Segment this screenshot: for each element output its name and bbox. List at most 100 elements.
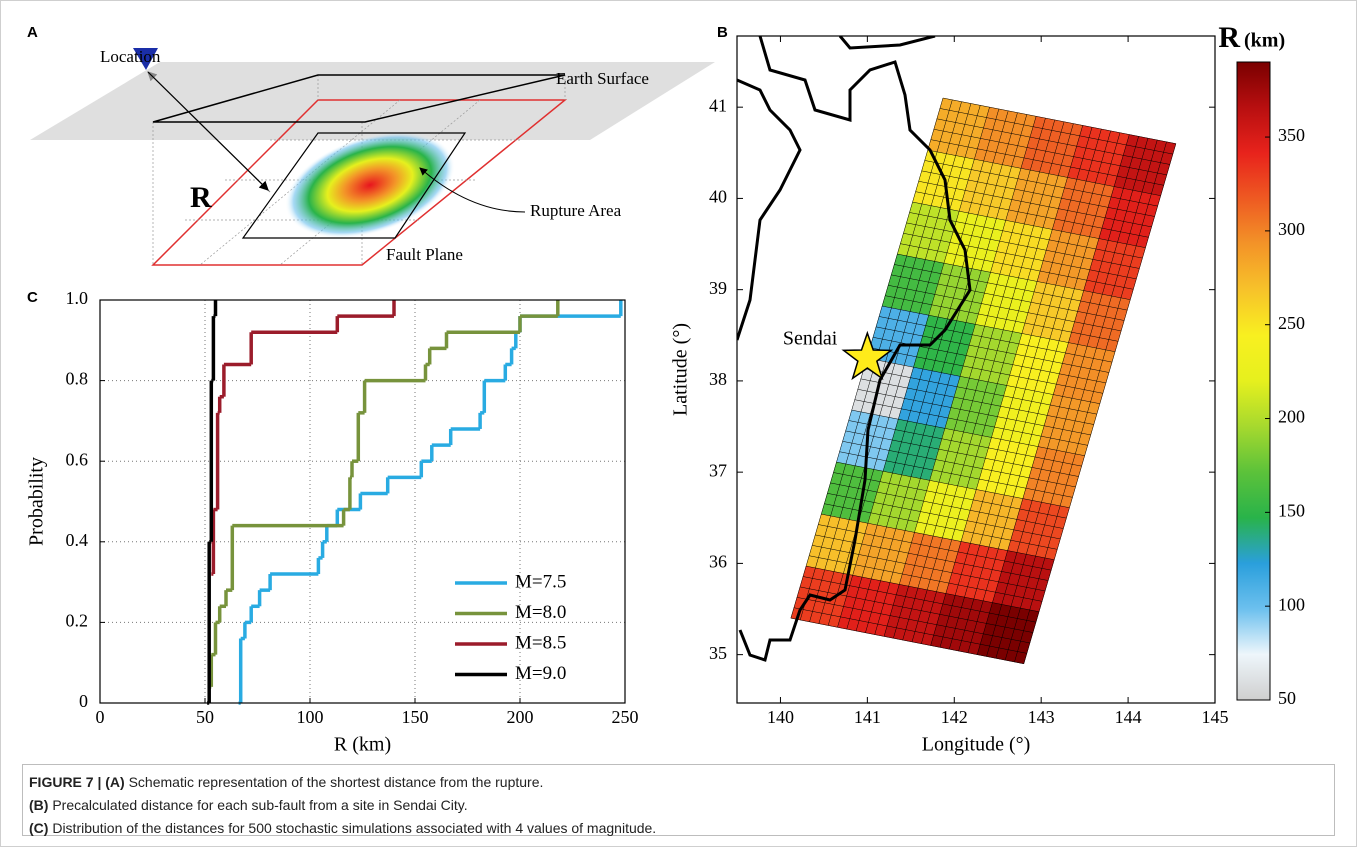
x-tick-label: 50 bbox=[196, 707, 214, 727]
subfault-grid bbox=[860, 378, 1094, 425]
colorbar-unit: (km) bbox=[1244, 30, 1285, 52]
x-tick-label: 142 bbox=[941, 707, 968, 727]
subfault-grid bbox=[915, 191, 1149, 238]
series-line bbox=[209, 300, 560, 689]
subfault-grid bbox=[833, 472, 1067, 519]
subfault-grid bbox=[936, 118, 1170, 165]
x-tick-label: 0 bbox=[96, 707, 105, 727]
site-label: Sendai bbox=[783, 328, 838, 350]
plot-frame bbox=[99, 299, 626, 704]
x-tick-label: 150 bbox=[402, 707, 429, 727]
y-tick-label: 40 bbox=[709, 187, 727, 207]
rupture-area-label: Rupture Area bbox=[530, 201, 622, 220]
colorbar-tick-label: 150 bbox=[1278, 500, 1305, 520]
x-tick-label: 145 bbox=[1202, 707, 1229, 727]
caption-text: Schematic representation of the shortest… bbox=[128, 774, 544, 790]
subfault-grid bbox=[885, 295, 1119, 342]
x-tick-label: 250 bbox=[612, 707, 639, 727]
caption-text: (B) bbox=[29, 797, 49, 813]
subfault-grid bbox=[796, 597, 1030, 644]
schematic: A Location Earth Surface R Rupture Area … bbox=[27, 24, 715, 266]
x-tick-label: 200 bbox=[507, 707, 534, 727]
y-tick-label: 0.6 bbox=[66, 449, 89, 469]
x-axis-label: R (km) bbox=[334, 734, 391, 756]
subfault-grid bbox=[879, 316, 1113, 363]
colorbar-tick-label: 50 bbox=[1278, 688, 1296, 708]
fault-plane-label: Fault Plane bbox=[386, 245, 463, 264]
legend-label: M=7.5 bbox=[515, 571, 566, 592]
subfault-grid bbox=[851, 409, 1085, 456]
subfault-grid bbox=[790, 617, 1024, 665]
y-tick-label: 36 bbox=[709, 552, 727, 572]
subfault-grid bbox=[897, 253, 1131, 300]
coastline bbox=[737, 36, 972, 662]
surface-projection bbox=[152, 74, 566, 123]
colorbar-tick-label: 350 bbox=[1278, 125, 1305, 145]
earth-surface-label: Earth Surface bbox=[556, 69, 649, 88]
subfault-grid bbox=[909, 212, 1143, 259]
caption-text: Distribution of the distances for 500 st… bbox=[52, 820, 657, 836]
subfault-grid bbox=[857, 389, 1091, 436]
subfault-grid bbox=[827, 493, 1061, 540]
legend-label: M=8.5 bbox=[515, 632, 566, 653]
y-tick-label: 37 bbox=[709, 460, 727, 480]
subfault-grid bbox=[933, 129, 1167, 176]
panel-label: A bbox=[27, 24, 38, 41]
y-tick-label: 0 bbox=[79, 691, 88, 711]
heatmap bbox=[790, 97, 1177, 665]
y-axis-label: Probability bbox=[26, 457, 48, 546]
subfault-grid bbox=[866, 357, 1100, 404]
y-tick-label: 1.0 bbox=[66, 288, 89, 308]
map-frame bbox=[736, 35, 1216, 704]
distance-label: R bbox=[190, 181, 212, 214]
subfault-grid bbox=[806, 565, 1040, 613]
y-tick-label: 0.2 bbox=[66, 611, 89, 631]
caption-line: FIGURE 7 | (A) Schematic representation … bbox=[29, 771, 1328, 794]
series-line bbox=[211, 300, 396, 576]
distance-arrow bbox=[147, 71, 269, 191]
subfault-grid bbox=[927, 149, 1161, 196]
subfault-grid bbox=[869, 347, 1103, 394]
x-tick-label: 144 bbox=[1115, 707, 1142, 727]
x-tick-label: 100 bbox=[297, 707, 324, 727]
subfault-grid bbox=[854, 399, 1088, 446]
subfault-grid bbox=[848, 420, 1082, 467]
caption-line: (C) Distribution of the distances for 50… bbox=[29, 817, 1328, 840]
caption-text: (C) bbox=[29, 820, 49, 836]
y-tick-label: 0.8 bbox=[66, 369, 89, 389]
location-icon bbox=[133, 48, 158, 70]
colorbar-tick-label: 300 bbox=[1278, 219, 1305, 239]
x-tick-label: 141 bbox=[854, 707, 881, 727]
subfault-grid bbox=[891, 274, 1125, 321]
caption-text: Precalculated distance for each sub-faul… bbox=[52, 797, 468, 813]
subfault-grid bbox=[809, 555, 1043, 602]
colorbar-tick-label: 200 bbox=[1278, 407, 1305, 427]
subfault-grid bbox=[803, 576, 1037, 623]
x-tick-label: 143 bbox=[1028, 707, 1055, 727]
subfault-grid bbox=[863, 368, 1097, 415]
x-tick-label: 140 bbox=[767, 707, 794, 727]
colorbar-tick-label: 250 bbox=[1278, 313, 1305, 333]
y-tick-label: 39 bbox=[709, 278, 727, 298]
rupture-area bbox=[241, 132, 467, 239]
panel-label: B bbox=[717, 24, 728, 41]
y-tick-label: 0.4 bbox=[66, 530, 89, 550]
legend-label: M=9.0 bbox=[515, 663, 566, 684]
subfault-grid bbox=[906, 222, 1140, 269]
subfault-grid bbox=[836, 461, 1070, 508]
colorbar-tick-label: 100 bbox=[1278, 594, 1305, 614]
subfault-grid bbox=[924, 160, 1158, 207]
subfault-grid bbox=[939, 108, 1173, 155]
caption-text: (A) bbox=[105, 774, 125, 790]
y-tick-label: 41 bbox=[709, 95, 727, 115]
subfault-grid bbox=[882, 305, 1116, 352]
fault-plane bbox=[151, 99, 568, 266]
y-axis-label: Latitude (°) bbox=[670, 323, 692, 416]
subfault-grid bbox=[830, 482, 1064, 529]
subfault-grid bbox=[888, 285, 1122, 332]
caption-text: FIGURE 7 | bbox=[29, 774, 102, 790]
colorbar-title: R bbox=[1218, 21, 1240, 54]
subfault-grid bbox=[842, 441, 1076, 488]
subfault-grid bbox=[942, 97, 1176, 144]
